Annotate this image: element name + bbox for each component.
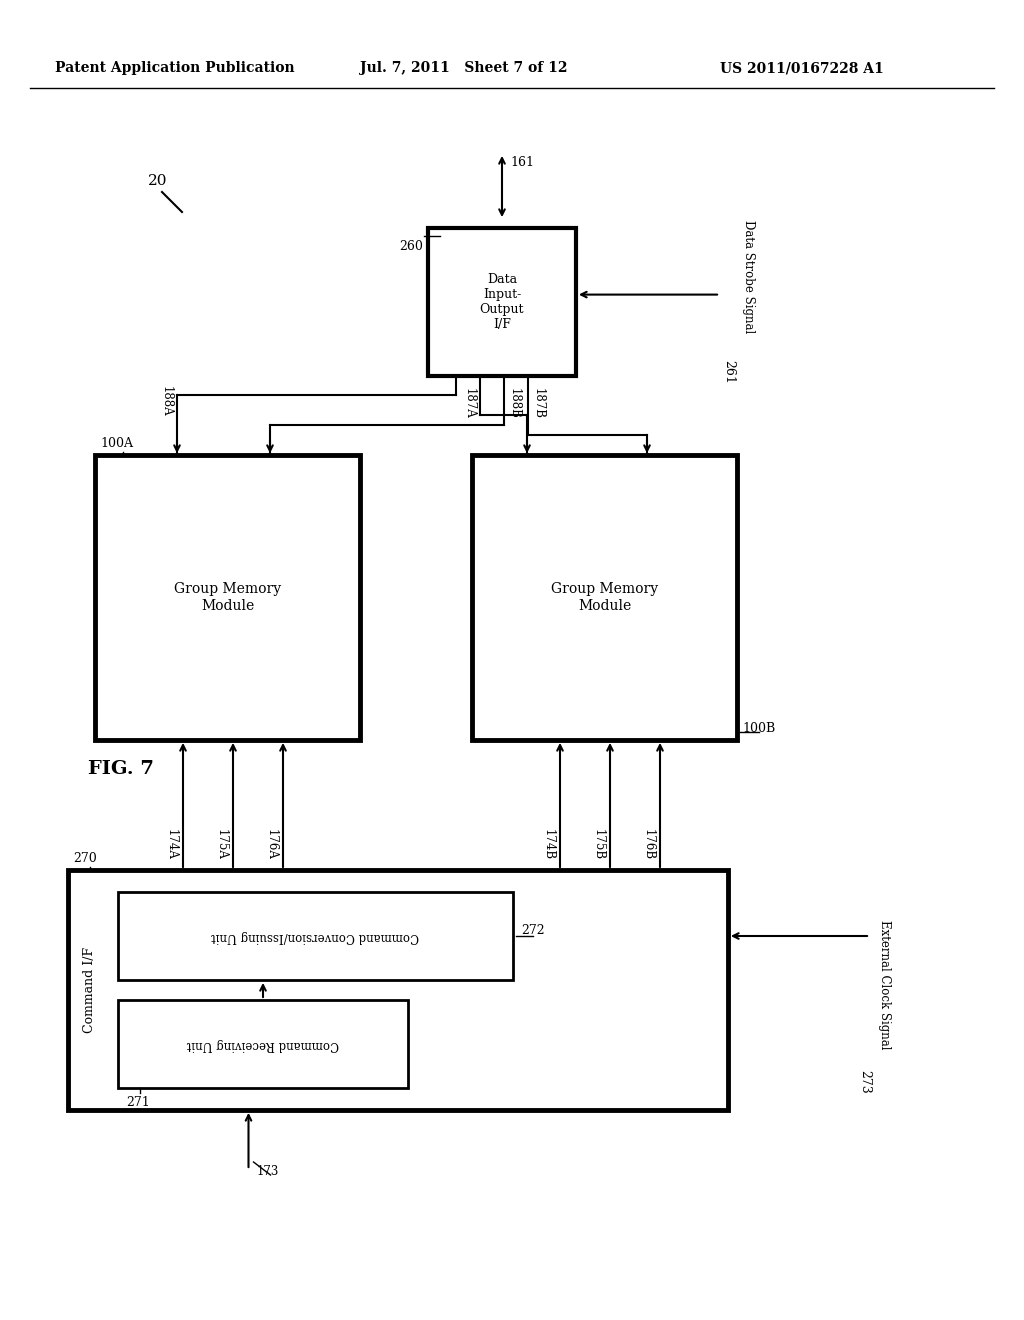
Text: Data Strobe Signal: Data Strobe Signal [742, 220, 755, 333]
Text: 273: 273 [858, 1071, 871, 1094]
Text: 271: 271 [126, 1096, 150, 1109]
Text: 174B: 174B [542, 829, 555, 861]
Text: 174A: 174A [165, 829, 178, 861]
Text: 20: 20 [148, 174, 168, 187]
Text: Patent Application Publication: Patent Application Publication [55, 61, 295, 75]
Text: Command I/F: Command I/F [84, 946, 96, 1034]
Bar [118, 1001, 408, 1088]
Text: 272: 272 [521, 924, 545, 937]
Text: Jul. 7, 2011   Sheet 7 of 12: Jul. 7, 2011 Sheet 7 of 12 [360, 61, 567, 75]
Text: 176A: 176A [265, 829, 278, 861]
Bar [95, 455, 360, 741]
Text: 187A: 187A [463, 388, 476, 418]
Text: 188A: 188A [160, 385, 173, 417]
Text: 161: 161 [510, 156, 534, 169]
Bar [428, 228, 575, 376]
Text: Command Receiving Unit: Command Receiving Unit [186, 1038, 339, 1051]
Text: Group Memory
Module: Group Memory Module [551, 582, 658, 612]
Text: 100B: 100B [742, 722, 775, 735]
Text: 270: 270 [73, 851, 96, 865]
Text: US 2011/0167228 A1: US 2011/0167228 A1 [720, 61, 884, 75]
Text: 187B: 187B [532, 388, 545, 418]
Text: Data
Input-
Output
I/F: Data Input- Output I/F [480, 273, 524, 331]
Text: External Clock Signal: External Clock Signal [878, 920, 891, 1049]
Text: 173: 173 [256, 1166, 279, 1177]
Text: Group Memory
Module: Group Memory Module [174, 582, 281, 612]
Text: Command Conversion/Issuing Unit: Command Conversion/Issuing Unit [212, 929, 420, 942]
Text: 175A: 175A [215, 829, 228, 861]
Text: 188B: 188B [508, 388, 521, 418]
Bar [472, 455, 737, 741]
Bar [68, 870, 728, 1110]
Text: FIG. 7: FIG. 7 [88, 760, 154, 777]
Text: 176B: 176B [642, 829, 655, 861]
Text: 100A: 100A [100, 437, 133, 450]
Text: 260: 260 [399, 240, 423, 253]
Text: 261: 261 [722, 360, 735, 384]
Text: 175B: 175B [592, 829, 605, 861]
Bar [118, 892, 513, 979]
